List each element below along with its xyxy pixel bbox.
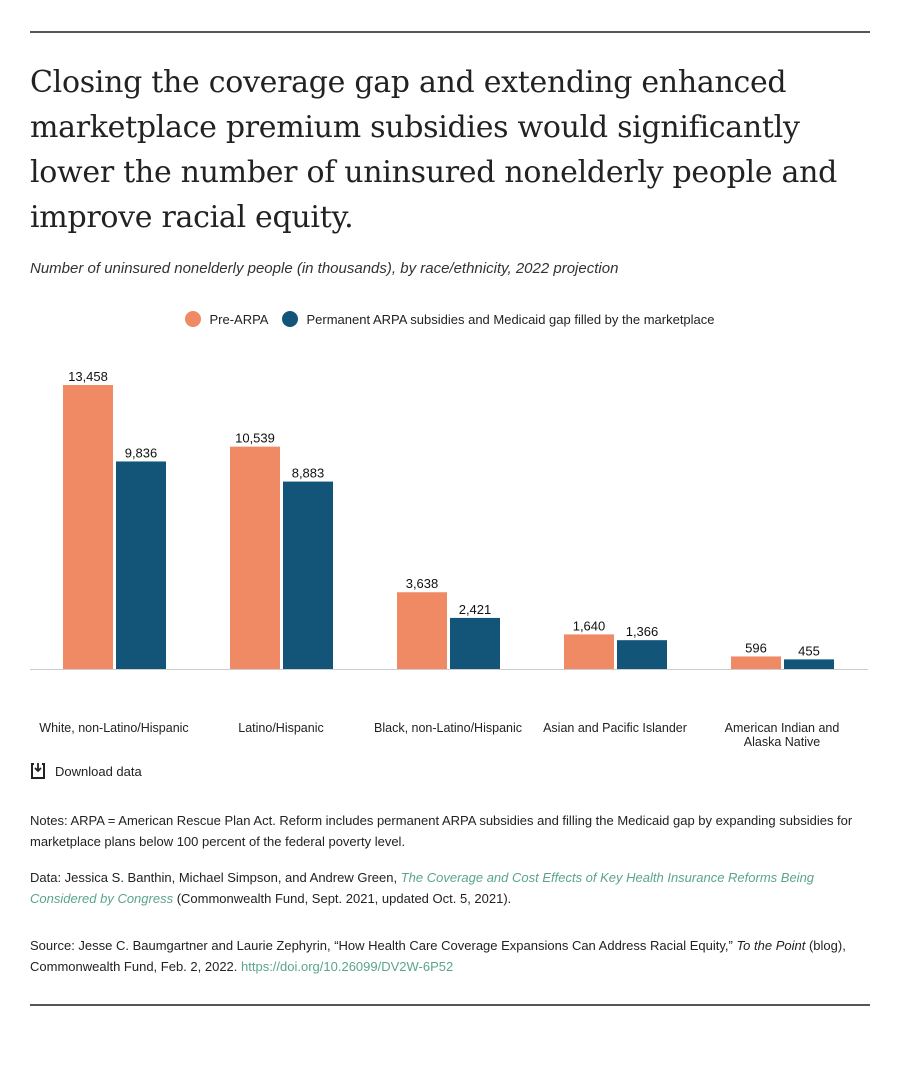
legend: Pre-ARPA Permanent ARPA subsidies and Me… (0, 311, 900, 327)
legend-label: Permanent ARPA subsidies and Medicaid ga… (306, 311, 715, 327)
data-note-text: Data: Jessica S. Banthin, Michael Simpso… (30, 870, 401, 885)
legend-item-pre-arpa[interactable]: Pre-ARPA (185, 311, 268, 327)
bar-pre-arpa[interactable] (63, 385, 113, 669)
bar-pre-arpa[interactable] (397, 592, 447, 669)
source-text: Source: Jesse C. Baumgartner and Laurie … (30, 938, 737, 953)
bar-pre-arpa[interactable] (731, 656, 781, 669)
bar-reform[interactable] (283, 481, 333, 669)
legend-label: Pre-ARPA (209, 311, 269, 327)
bottom-divider (30, 1004, 870, 1006)
chart-subtitle: Number of uninsured nonelderly people (i… (30, 260, 619, 277)
data-report-link[interactable]: The Coverage and Cost Effects of Key Hea… (30, 870, 815, 906)
source-text: (blog), Commonwealth Fund, Feb. 2, 2022. (30, 938, 846, 974)
data-label: 10,539 (235, 431, 275, 446)
bar-chart: 13,458 9,836 White, non-Latino/Hispanic 10,… (30, 369, 868, 749)
chart-title: Closing the coverage gap and extending e… (30, 65, 838, 235)
x-tick-label: American Indian and (725, 721, 840, 735)
x-tick-label: Asian and Pacific Islander (543, 721, 687, 735)
source-blog-title: To the Point (736, 938, 806, 953)
bar-pre-arpa[interactable] (230, 446, 280, 669)
data-label: 2,421 (459, 602, 492, 617)
bar-reform[interactable] (617, 640, 667, 669)
x-tick-label: Alaska Native (744, 735, 820, 749)
data-label: 455 (798, 643, 820, 658)
x-tick-label: Black, non-Latino/Hispanic (374, 721, 522, 735)
legend-item-reform[interactable]: Permanent ARPA subsidies and Medicaid ga… (282, 311, 715, 327)
bar-reform[interactable] (116, 461, 166, 669)
data-label: 3,638 (406, 576, 439, 591)
data-label: 1,640 (573, 618, 606, 633)
legend-swatch-reform (282, 311, 299, 327)
x-tick-label: White, non-Latino/Hispanic (39, 721, 188, 735)
bar-reform[interactable] (450, 617, 500, 669)
data-label: 8,883 (292, 466, 325, 481)
x-tick-label: Latino/Hispanic (238, 721, 323, 735)
data-label: 1,366 (626, 624, 659, 639)
top-divider (30, 31, 870, 33)
download-icon (31, 763, 45, 779)
source-note: Source: Jesse C. Baumgartner and Laurie … (30, 935, 870, 977)
data-label: 13,458 (68, 369, 108, 384)
bar-pre-arpa[interactable] (564, 634, 614, 669)
data-note: Data: Jessica S. Banthin, Michael Simpso… (30, 867, 870, 909)
doi-link[interactable]: https://doi.org/10.26099/DV2W-6P52 (241, 959, 454, 974)
data-label: 9,836 (125, 445, 158, 460)
data-label: 596 (745, 640, 767, 655)
legend-swatch-pre-arpa (185, 311, 202, 327)
bar-reform[interactable] (784, 659, 834, 669)
data-note-text: (Commonwealth Fund, Sept. 2021, updated … (173, 891, 512, 906)
notes: Notes: ARPA = American Rescue Plan Act. … (30, 813, 853, 849)
download-data-button[interactable]: Download data (30, 762, 142, 780)
download-label: Download data (55, 763, 142, 779)
